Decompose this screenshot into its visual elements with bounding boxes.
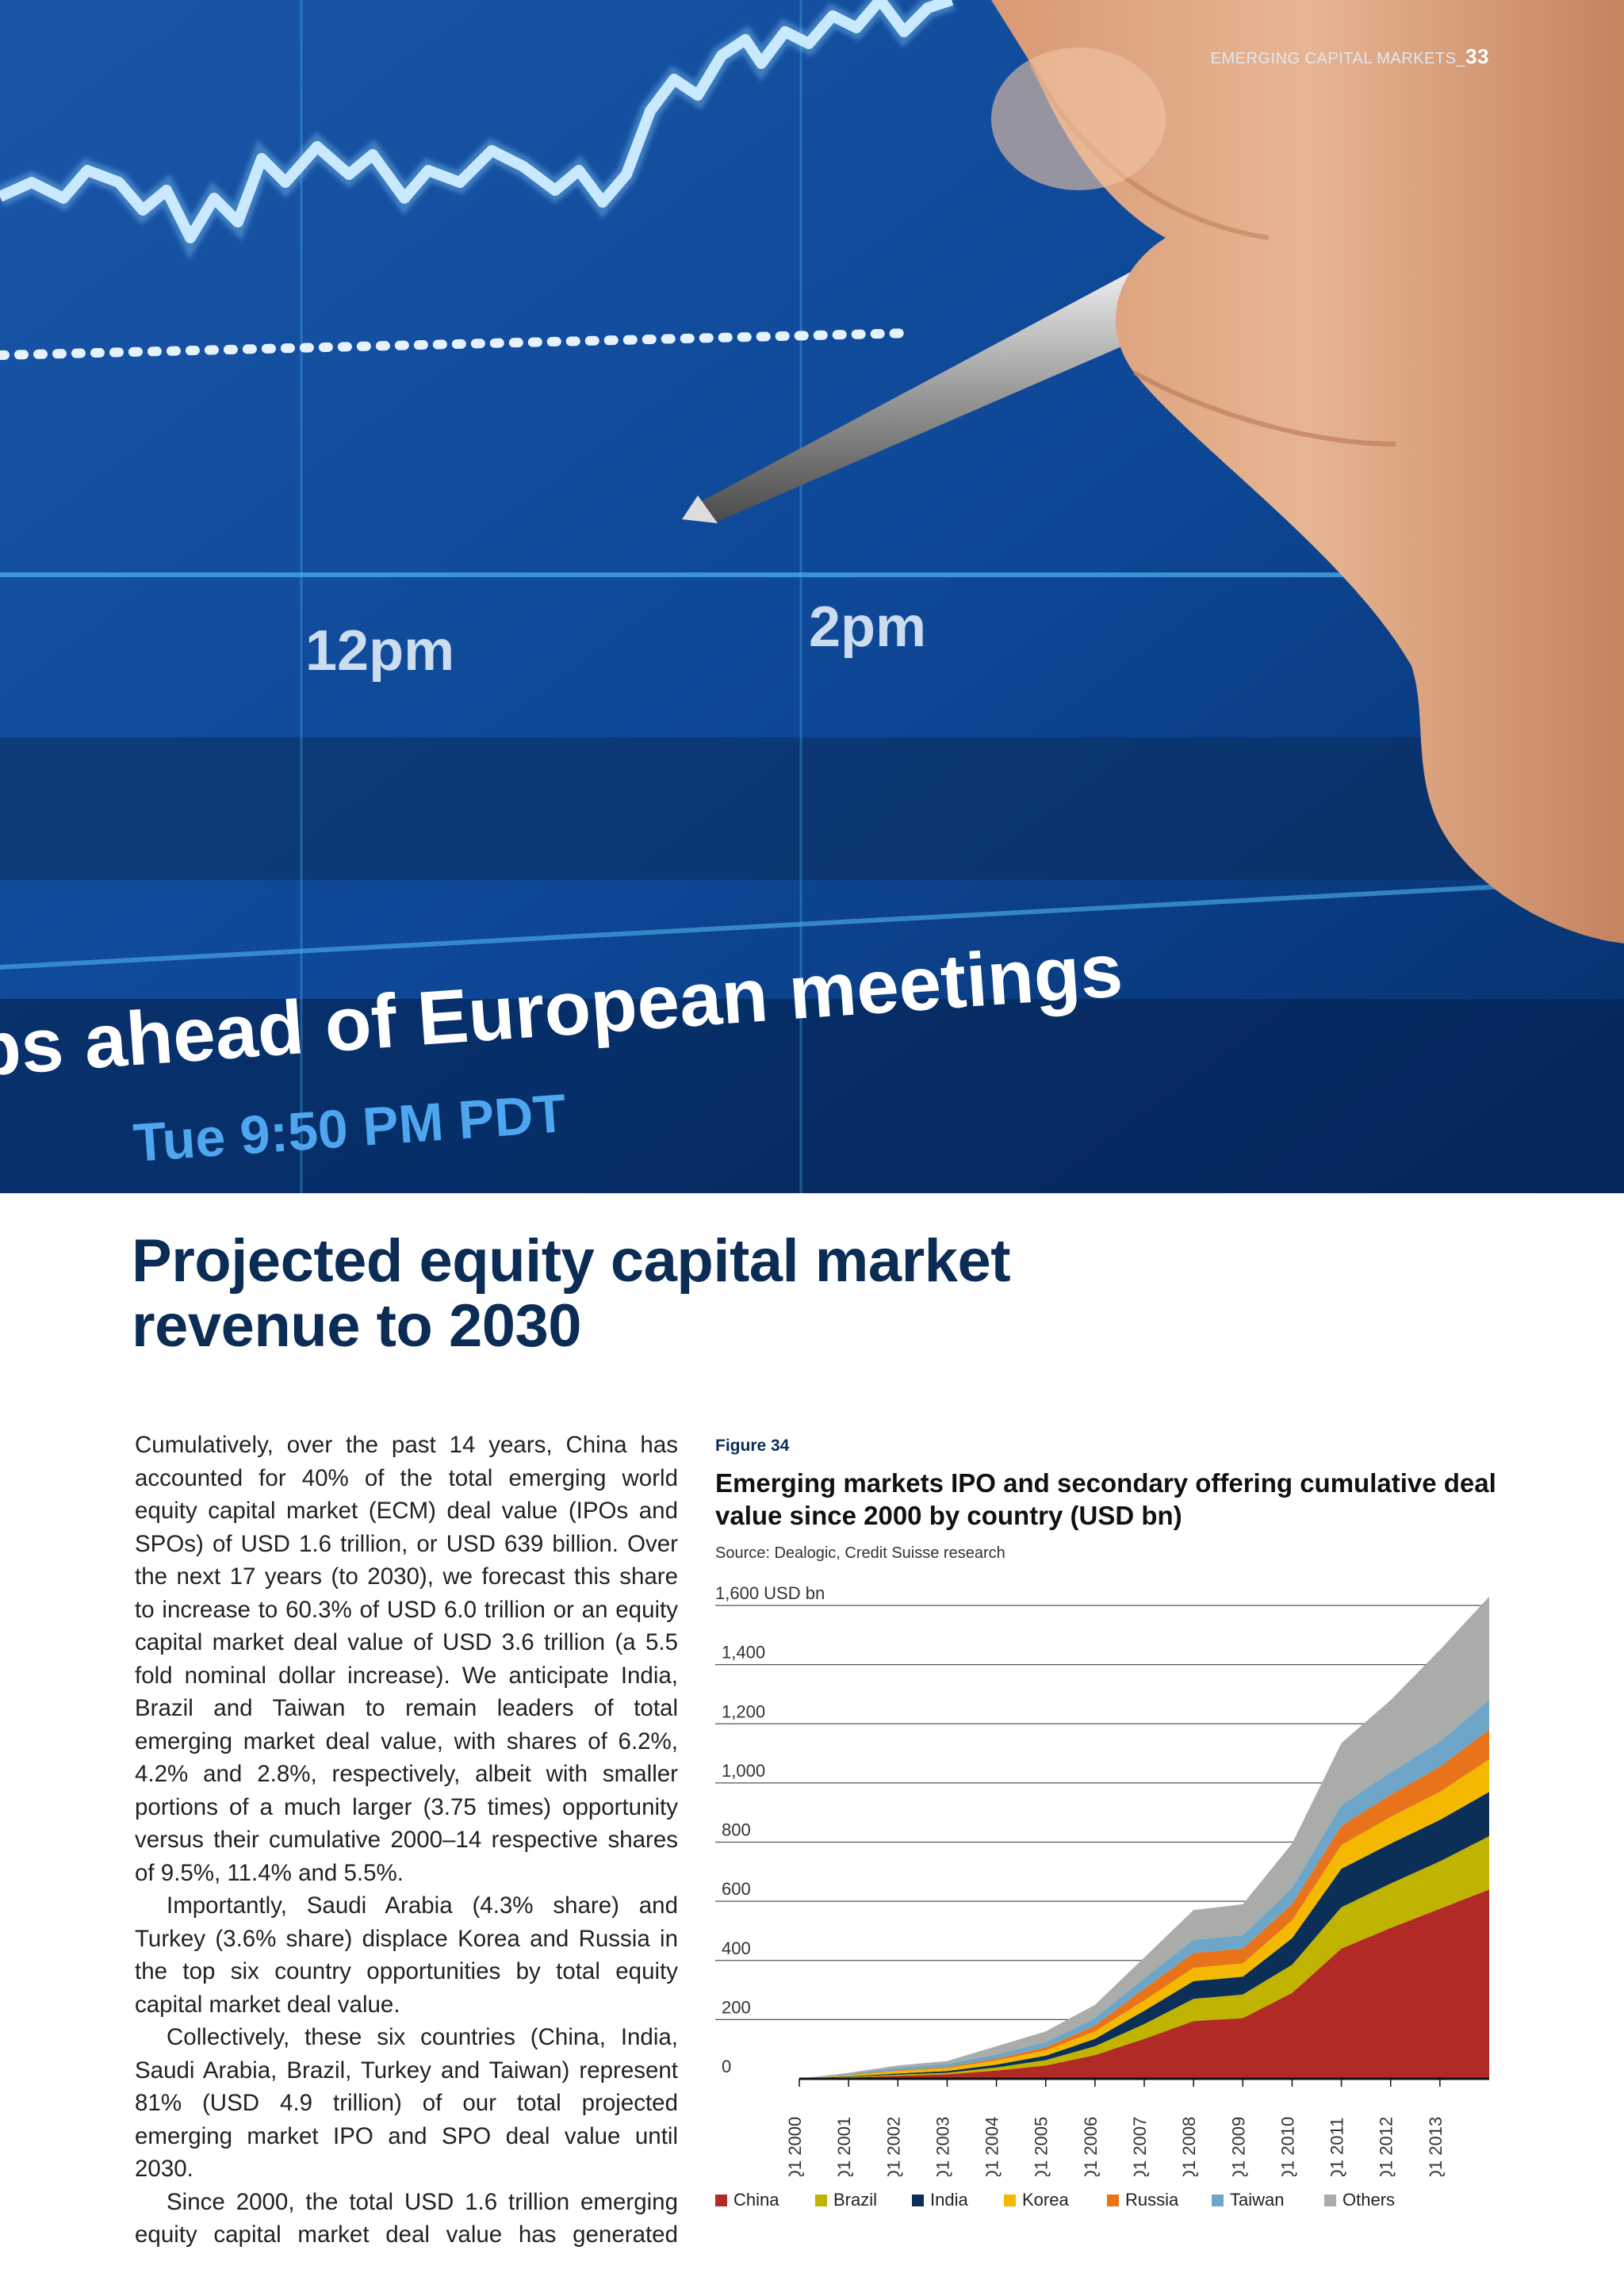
figure-label: Figure 34: [715, 1437, 790, 1455]
x-tick-label: Q1 2006: [1081, 2117, 1101, 2176]
legend-item-taiwan: Taiwan: [1212, 2190, 1284, 2210]
x-tick-label: Q1 2000: [785, 2117, 805, 2176]
x-tick-label: Q1 2010: [1277, 2117, 1297, 2176]
chart-legend: China Brazil India Korea Russia Taiwan Others: [715, 2190, 1508, 2214]
paragraph: Importantly, Saudi Arabia (4.3% share) a…: [135, 1892, 678, 2018]
axes: 0 200 400 600 800 1,000 1,200 1,400 1,600 USD bn…: [715, 1583, 1489, 2176]
legend-item-india: India: [912, 2190, 968, 2210]
stock-chart-photo: 12pm 2pm bs ahead of European meetings T…: [0, 0, 1624, 1193]
figure-title: Emerging markets IPO and secondary offer…: [715, 1468, 1496, 1530]
x-tick-label: Q1 2008: [1179, 2117, 1199, 2176]
running-header: EMERGING CAPITAL MARKETS_33: [1211, 44, 1489, 69]
legend-swatch: [1004, 2194, 1016, 2206]
screen-label-12pm: 12pm: [305, 619, 454, 683]
y-tick-label: 200: [722, 1997, 751, 2017]
paragraph: Collectively, these six countries (China…: [135, 2024, 678, 2182]
y-tick-label: 400: [722, 1938, 751, 1958]
legend-swatch: [1107, 2194, 1119, 2206]
legend-label: China: [733, 2190, 779, 2210]
y-tick-label: 0: [722, 2057, 731, 2076]
x-tick-label: Q1 2011: [1327, 2118, 1347, 2176]
legend-label: Korea: [1022, 2190, 1069, 2210]
y-tick-label: 1,000: [722, 1761, 765, 1781]
legend-swatch: [1324, 2194, 1336, 2206]
figure-source: Source: Dealogic, Credit Suisse research: [715, 1544, 1005, 1562]
y-tick-label: 800: [722, 1820, 751, 1840]
area-brazil: [799, 1836, 1489, 2079]
x-tick-label: Q1 2012: [1377, 2117, 1396, 2176]
x-tick-label: Q1 2013: [1426, 2117, 1446, 2176]
x-tick-label: Q1 2009: [1228, 2117, 1248, 2176]
legend-swatch: [1212, 2194, 1224, 2206]
stacked-area-chart: 0 200 400 600 800 1,000 1,200 1,400 1,600 USD bn…: [715, 1583, 1489, 2176]
paragraph: Since 2000, the total USD 1.6 trillion e…: [135, 2188, 678, 2248]
y-unit-label: 1,600 USD bn: [715, 1583, 825, 1603]
legend-label: Taiwan: [1230, 2190, 1285, 2210]
section-name: EMERGING CAPITAL MARKETS_: [1210, 50, 1466, 67]
legend-label: Russia: [1125, 2190, 1179, 2210]
legend-label: India: [930, 2190, 968, 2210]
x-tick-label: Q1 2007: [1130, 2117, 1150, 2176]
x-tick-label: Q1 2004: [982, 2117, 1002, 2176]
y-tick-label: 1,400: [722, 1643, 765, 1663]
area-india: [799, 1792, 1489, 2079]
body-text: Cumulatively, over the past 14 years, Ch…: [135, 1429, 678, 2252]
legend-swatch: [715, 2194, 727, 2206]
legend-swatch: [912, 2194, 924, 2206]
legend-item-brazil: Brazil: [815, 2190, 877, 2210]
x-tick-label: Q1 2001: [834, 2117, 854, 2176]
y-tick-label: 600: [722, 1879, 751, 1899]
page-title: Projected equity capital market revenue …: [132, 1227, 1011, 1360]
area-china: [799, 1889, 1489, 2079]
legend-label: Others: [1342, 2190, 1396, 2210]
area-series: [799, 1596, 1489, 2079]
legend-item-others: Others: [1324, 2190, 1395, 2210]
legend-item-china: China: [715, 2190, 779, 2210]
page-number: 33: [1465, 44, 1489, 68]
x-tick-label: Q1 2002: [883, 2117, 903, 2176]
paragraph: Cumulatively, over the past 14 years, Ch…: [135, 1432, 678, 1886]
legend-label: Brazil: [833, 2190, 878, 2210]
screen-label-2pm: 2pm: [809, 595, 926, 659]
legend-item-russia: Russia: [1107, 2190, 1178, 2210]
x-tick-label: Q1 2003: [933, 2117, 952, 2176]
legend-swatch: [815, 2194, 827, 2206]
y-tick-label: 1,200: [722, 1701, 765, 1721]
legend-item-korea: Korea: [1004, 2190, 1069, 2210]
hero-photo: 12pm 2pm bs ahead of European meetings T…: [0, 0, 1624, 1193]
x-tick-label: Q1 2005: [1032, 2117, 1051, 2176]
